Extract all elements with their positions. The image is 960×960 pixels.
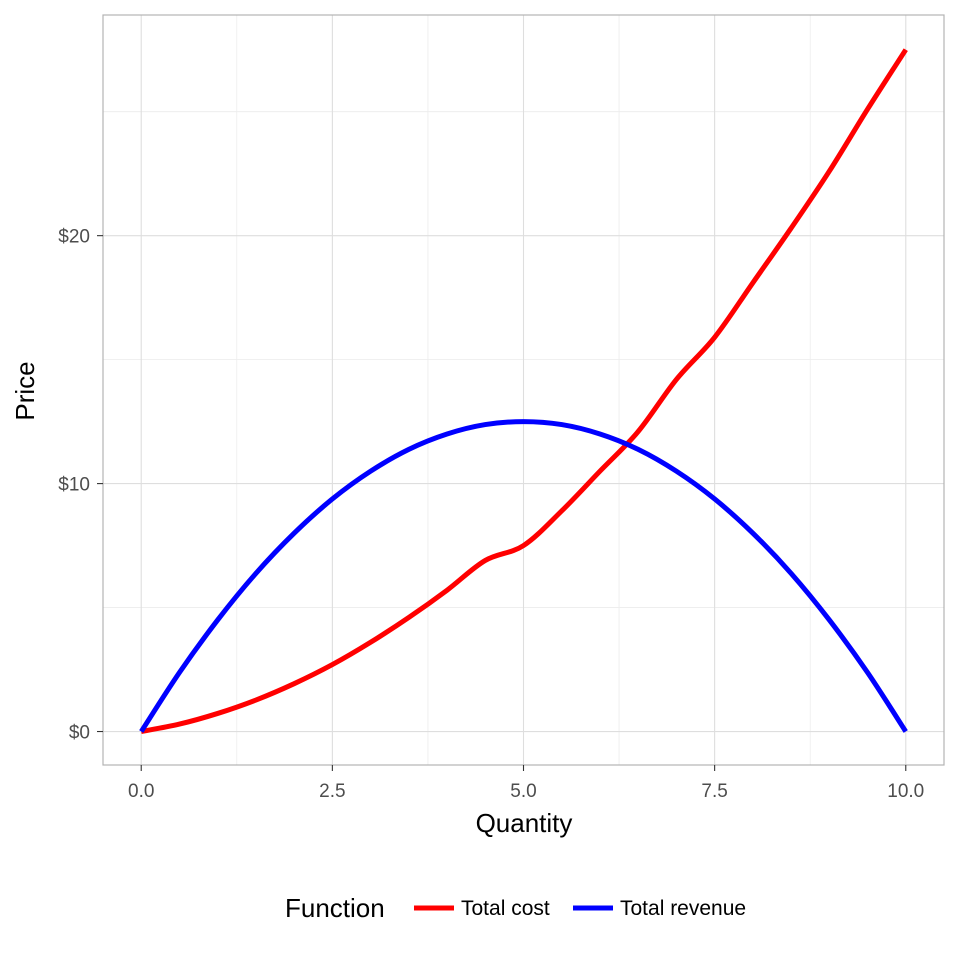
x-tick-label: 2.5 bbox=[319, 781, 345, 802]
legend-label-total-cost: Total cost bbox=[461, 897, 550, 920]
x-tick-label: 5.0 bbox=[510, 781, 536, 802]
y-tick-label: $0 bbox=[69, 723, 90, 744]
x-axis-title: Quantity bbox=[476, 808, 573, 838]
x-tick-label: 0.0 bbox=[128, 781, 154, 802]
legend-title: Function bbox=[285, 893, 385, 923]
major-gridlines bbox=[103, 15, 944, 765]
legend: Function Total cost Total revenue bbox=[285, 893, 746, 923]
y-tick-label: $10 bbox=[58, 475, 90, 496]
series-line-total-revenue bbox=[139, 419, 908, 733]
x-tick-label: 7.5 bbox=[701, 781, 727, 802]
series-line-total-cost bbox=[140, 48, 908, 734]
legend-label-total-revenue: Total revenue bbox=[620, 897, 746, 920]
y-axis-title: Price bbox=[10, 361, 40, 420]
y-tick-label: $20 bbox=[58, 227, 90, 248]
series-lines bbox=[139, 48, 908, 734]
x-axis-ticks: 0.0 2.5 5.0 7.5 10.0 bbox=[128, 765, 924, 802]
x-tick-label: 10.0 bbox=[887, 781, 924, 802]
y-axis-ticks: $0 $10 $20 bbox=[58, 227, 103, 744]
